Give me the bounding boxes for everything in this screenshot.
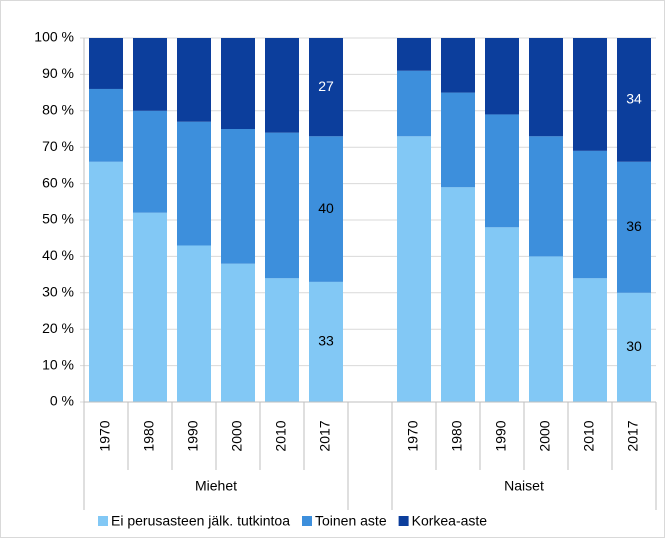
legend-swatch [302,516,312,526]
y-tick-label: 10 % [42,356,74,372]
bar-segment [309,136,343,282]
bar-segment [265,38,299,133]
data-label: 27 [318,78,334,94]
y-tick-label: 100 % [34,29,74,45]
y-tick-label: 80 % [42,102,74,118]
x-tick-label: 1980 [449,420,465,451]
data-label: 30 [626,338,642,354]
bar-segment [529,136,563,257]
bar-segment [89,88,123,162]
x-tick-label: 2000 [229,420,245,451]
bar-segment [397,136,431,402]
bar-segment [177,245,211,402]
x-tick-label: 1980 [141,420,157,451]
bar-segment [133,212,167,402]
x-tick-label: 1970 [405,420,421,451]
bar-segment [617,292,651,402]
bar-segment [221,38,255,129]
x-tick-label: 2000 [537,420,553,451]
bar-segment [441,92,475,188]
bar-segment [573,278,607,402]
legend-swatch [98,516,108,526]
bar-segment [485,227,519,402]
y-tick-label: 30 % [42,284,74,300]
bar-segment [441,38,475,93]
group-label: Naiset [504,478,544,494]
y-tick-label: 70 % [42,138,74,154]
bar-segment [397,70,431,137]
y-tick-label: 20 % [42,320,74,336]
x-tick-label: 2010 [273,420,289,451]
bar-segment [529,256,563,402]
bar-segment [309,281,343,402]
x-tick-label: 2010 [581,420,597,451]
bar-segment [89,38,123,89]
y-tick-label: 90 % [42,65,74,81]
legend-label: Korkea-aste [412,513,488,529]
bar-segment [573,38,607,151]
bar-segment [617,161,651,293]
bar-segment [265,278,299,402]
bar-segment [177,38,211,122]
x-tick-label: 2017 [625,420,641,451]
data-label: 34 [626,91,642,107]
bar-segment [485,114,519,228]
x-tick-label: 2017 [317,420,333,451]
bar-segment [529,38,563,137]
y-tick-label: 0 % [50,393,74,409]
x-tick-label: 1970 [97,420,113,451]
legend-swatch [398,516,409,526]
y-tick-label: 60 % [42,174,74,190]
legend-label: Ei perusasteen jälk. tutkintoa [111,513,290,529]
bar-segment [485,38,519,115]
bar-segment [441,187,475,402]
bar-segment [177,121,211,246]
bar-segment [265,132,299,279]
y-tick-label: 50 % [42,211,74,227]
bar-segment [133,38,167,111]
bar-segment [397,38,431,71]
x-tick-label: 1990 [185,420,201,451]
y-tick-label: 40 % [42,247,74,263]
bar-segment [221,263,255,402]
bar-segment [573,150,607,279]
legend-label: Toinen aste [315,513,387,529]
data-label: 36 [626,218,642,234]
bar-segment [309,38,343,137]
bar-segment [133,110,167,213]
bar-segment [617,38,651,162]
bar-segment [89,161,123,402]
x-tick-label: 1990 [493,420,509,451]
data-label: 40 [318,200,334,216]
group-label: Miehet [195,478,237,494]
data-label: 33 [318,333,334,349]
bar-segment [221,129,255,264]
